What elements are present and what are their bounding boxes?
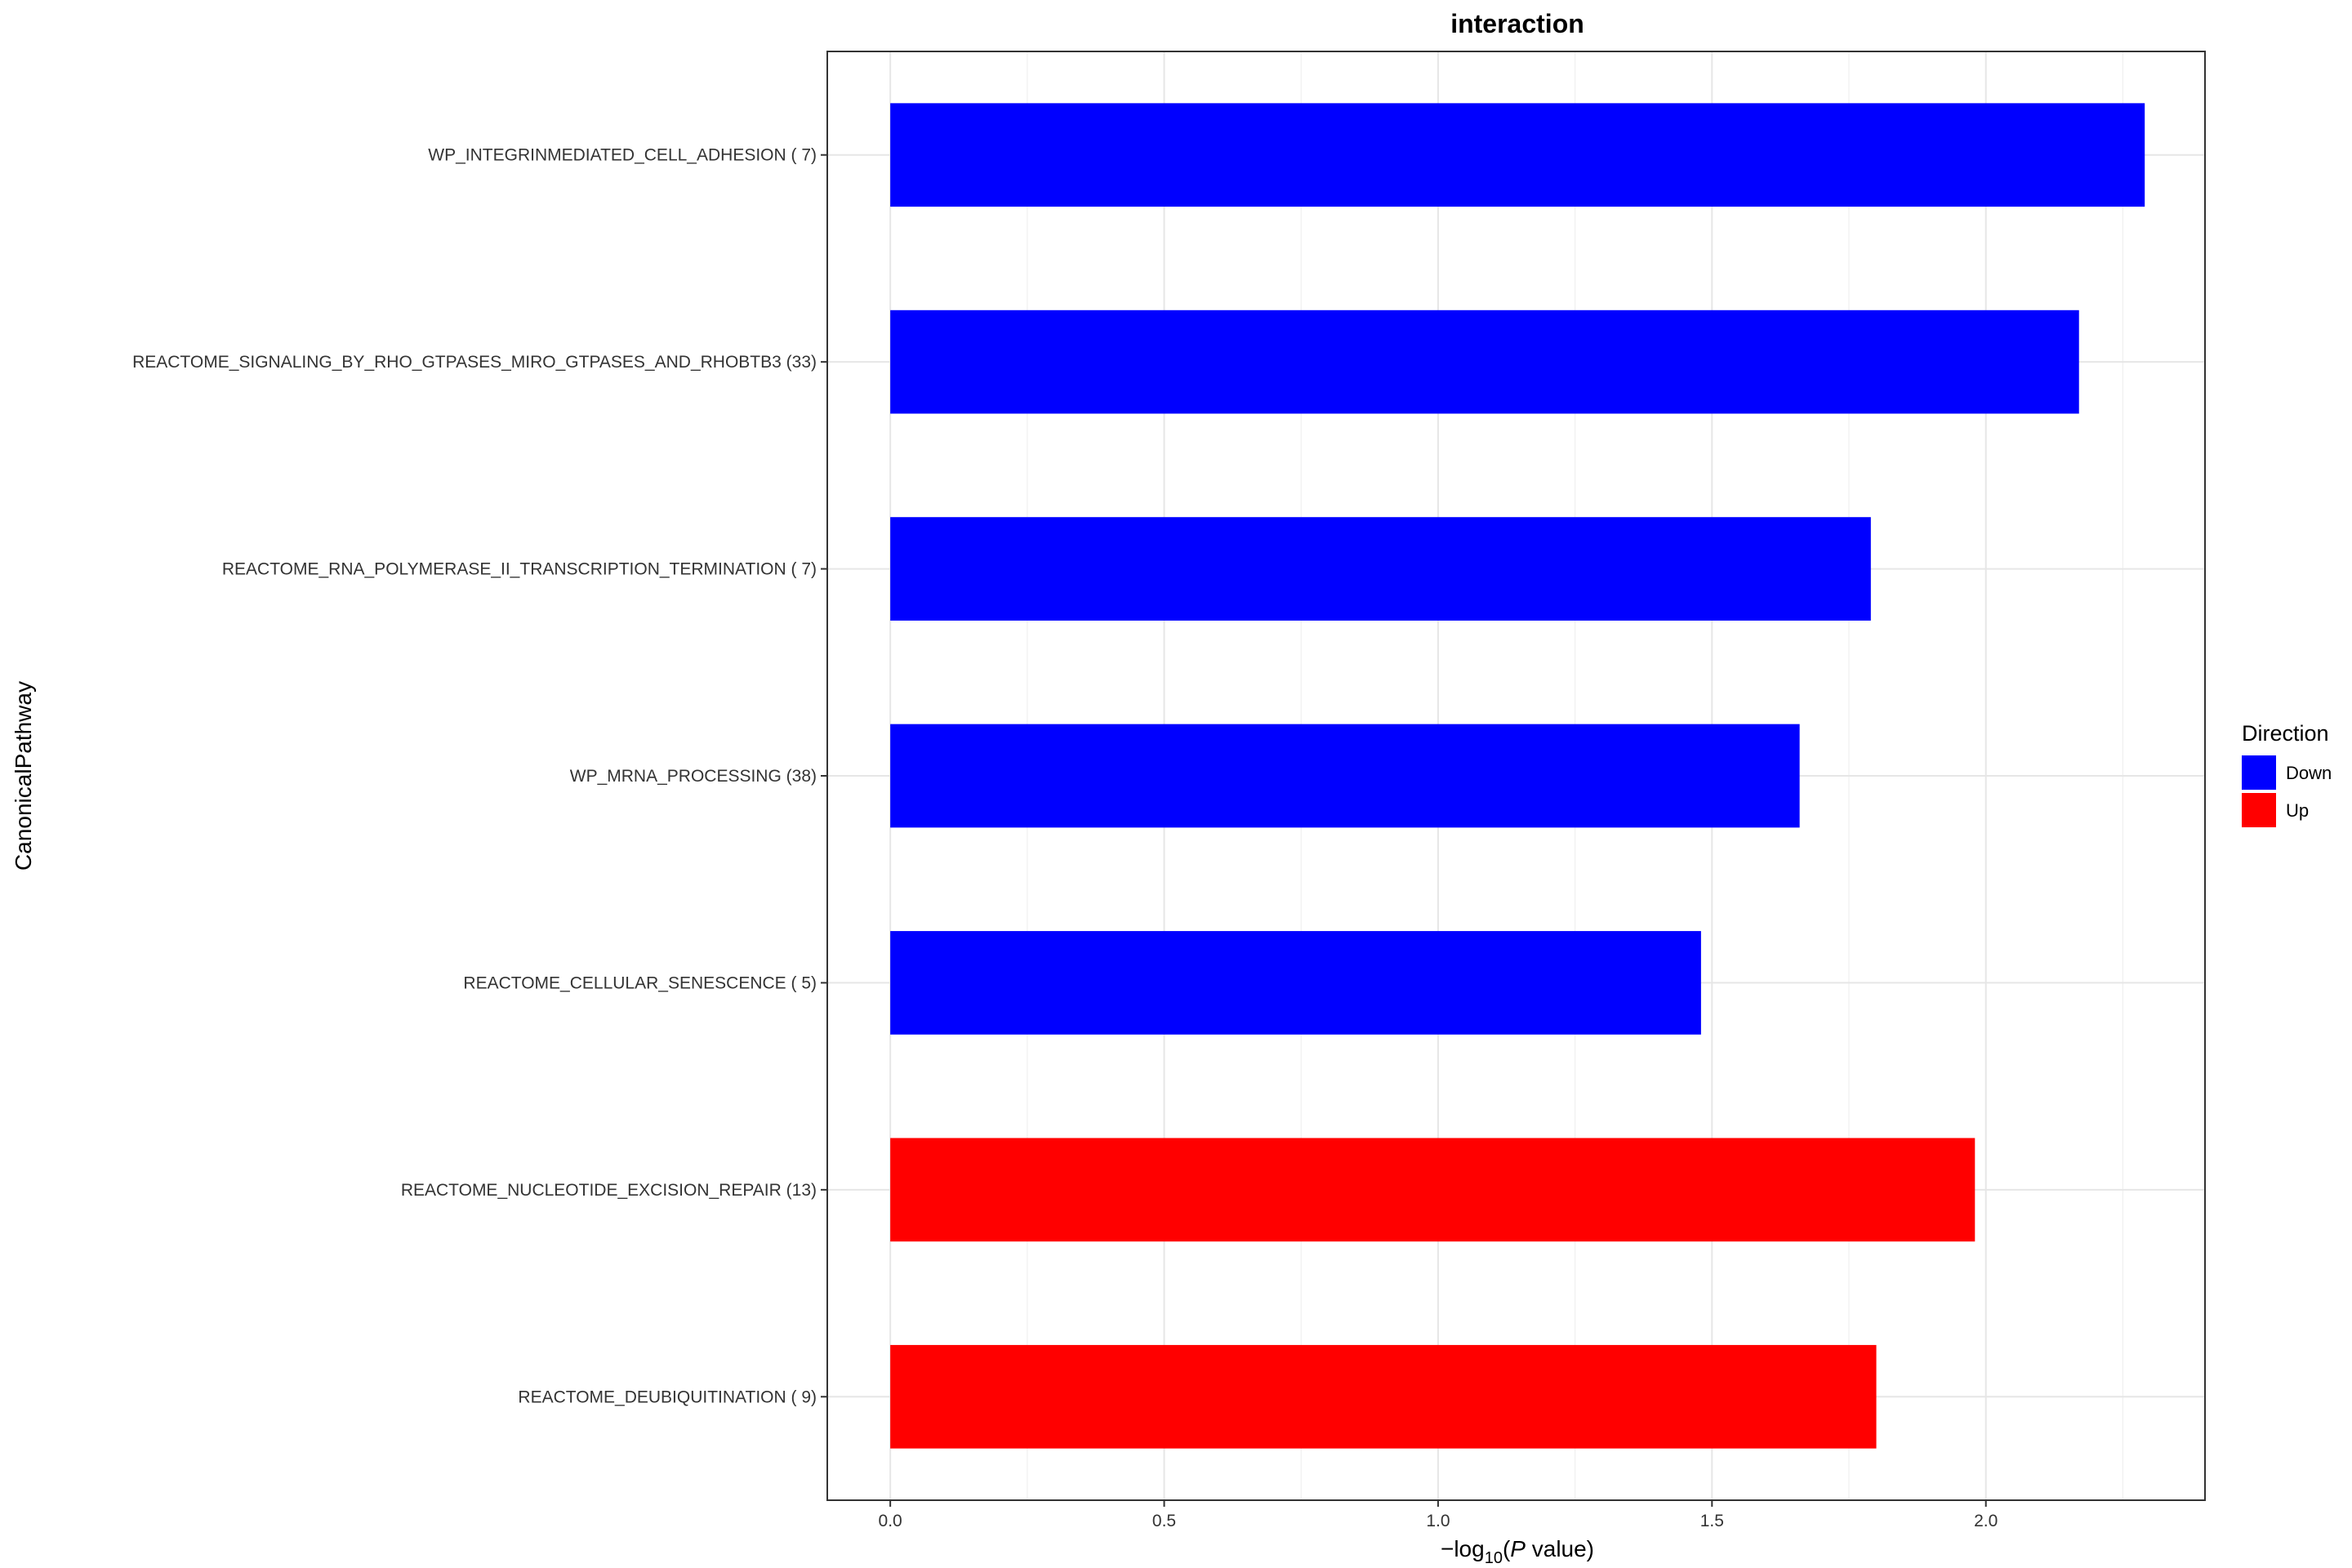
- x-tick-label: 0.5: [1152, 1512, 1176, 1530]
- x-axis: 0.0 0.5 1.0 1.5 2.0: [879, 1500, 1998, 1530]
- x-tick-label: 1.5: [1700, 1512, 1724, 1530]
- legend-swatch: [2242, 755, 2276, 790]
- y-tick-label: REACTOME_RNA_POLYMERASE_II_TRANSCRIPTION…: [222, 560, 817, 579]
- bar: [890, 1344, 1877, 1449]
- y-tick-label: REACTOME_CELLULAR_SENESCENCE ( 5): [463, 973, 817, 992]
- y-tick-label: REACTOME_SIGNALING_BY_RHO_GTPASES_MIRO_G…: [132, 353, 817, 372]
- bar: [890, 931, 1701, 1035]
- y-axis-title: CanonicalPathway: [11, 681, 36, 871]
- legend-swatch: [2242, 793, 2276, 827]
- bar: [890, 724, 1800, 828]
- chart-title: interaction: [1450, 9, 1584, 38]
- x-tick-label: 0.0: [879, 1512, 902, 1530]
- bar: [890, 310, 2079, 414]
- y-axis: WP_INTEGRINMEDIATED_CELL_ADHESION ( 7) RE…: [132, 146, 827, 1406]
- legend-title: Direction: [2242, 721, 2329, 746]
- legend-label: Up: [2286, 800, 2309, 821]
- y-tick-label: REACTOME_NUCLEOTIDE_EXCISION_REPAIR (13): [401, 1181, 817, 1200]
- x-tick-label: 2.0: [1974, 1512, 1998, 1530]
- x-axis-title: −log10(P value): [1441, 1536, 1594, 1567]
- legend: Direction Down Up: [2242, 721, 2332, 827]
- bar: [890, 1138, 1976, 1242]
- bars: [890, 103, 2145, 1449]
- y-tick-label: WP_INTEGRINMEDIATED_CELL_ADHESION ( 7): [428, 146, 817, 165]
- x-tick-label: 1.0: [1426, 1512, 1450, 1530]
- bar: [890, 103, 2145, 207]
- y-tick-label: REACTOME_DEUBIQUITINATION ( 9): [518, 1388, 817, 1406]
- y-tick-label: WP_MRNA_PROCESSING (38): [570, 767, 817, 786]
- legend-label: Down: [2286, 763, 2332, 783]
- bar: [890, 517, 1871, 621]
